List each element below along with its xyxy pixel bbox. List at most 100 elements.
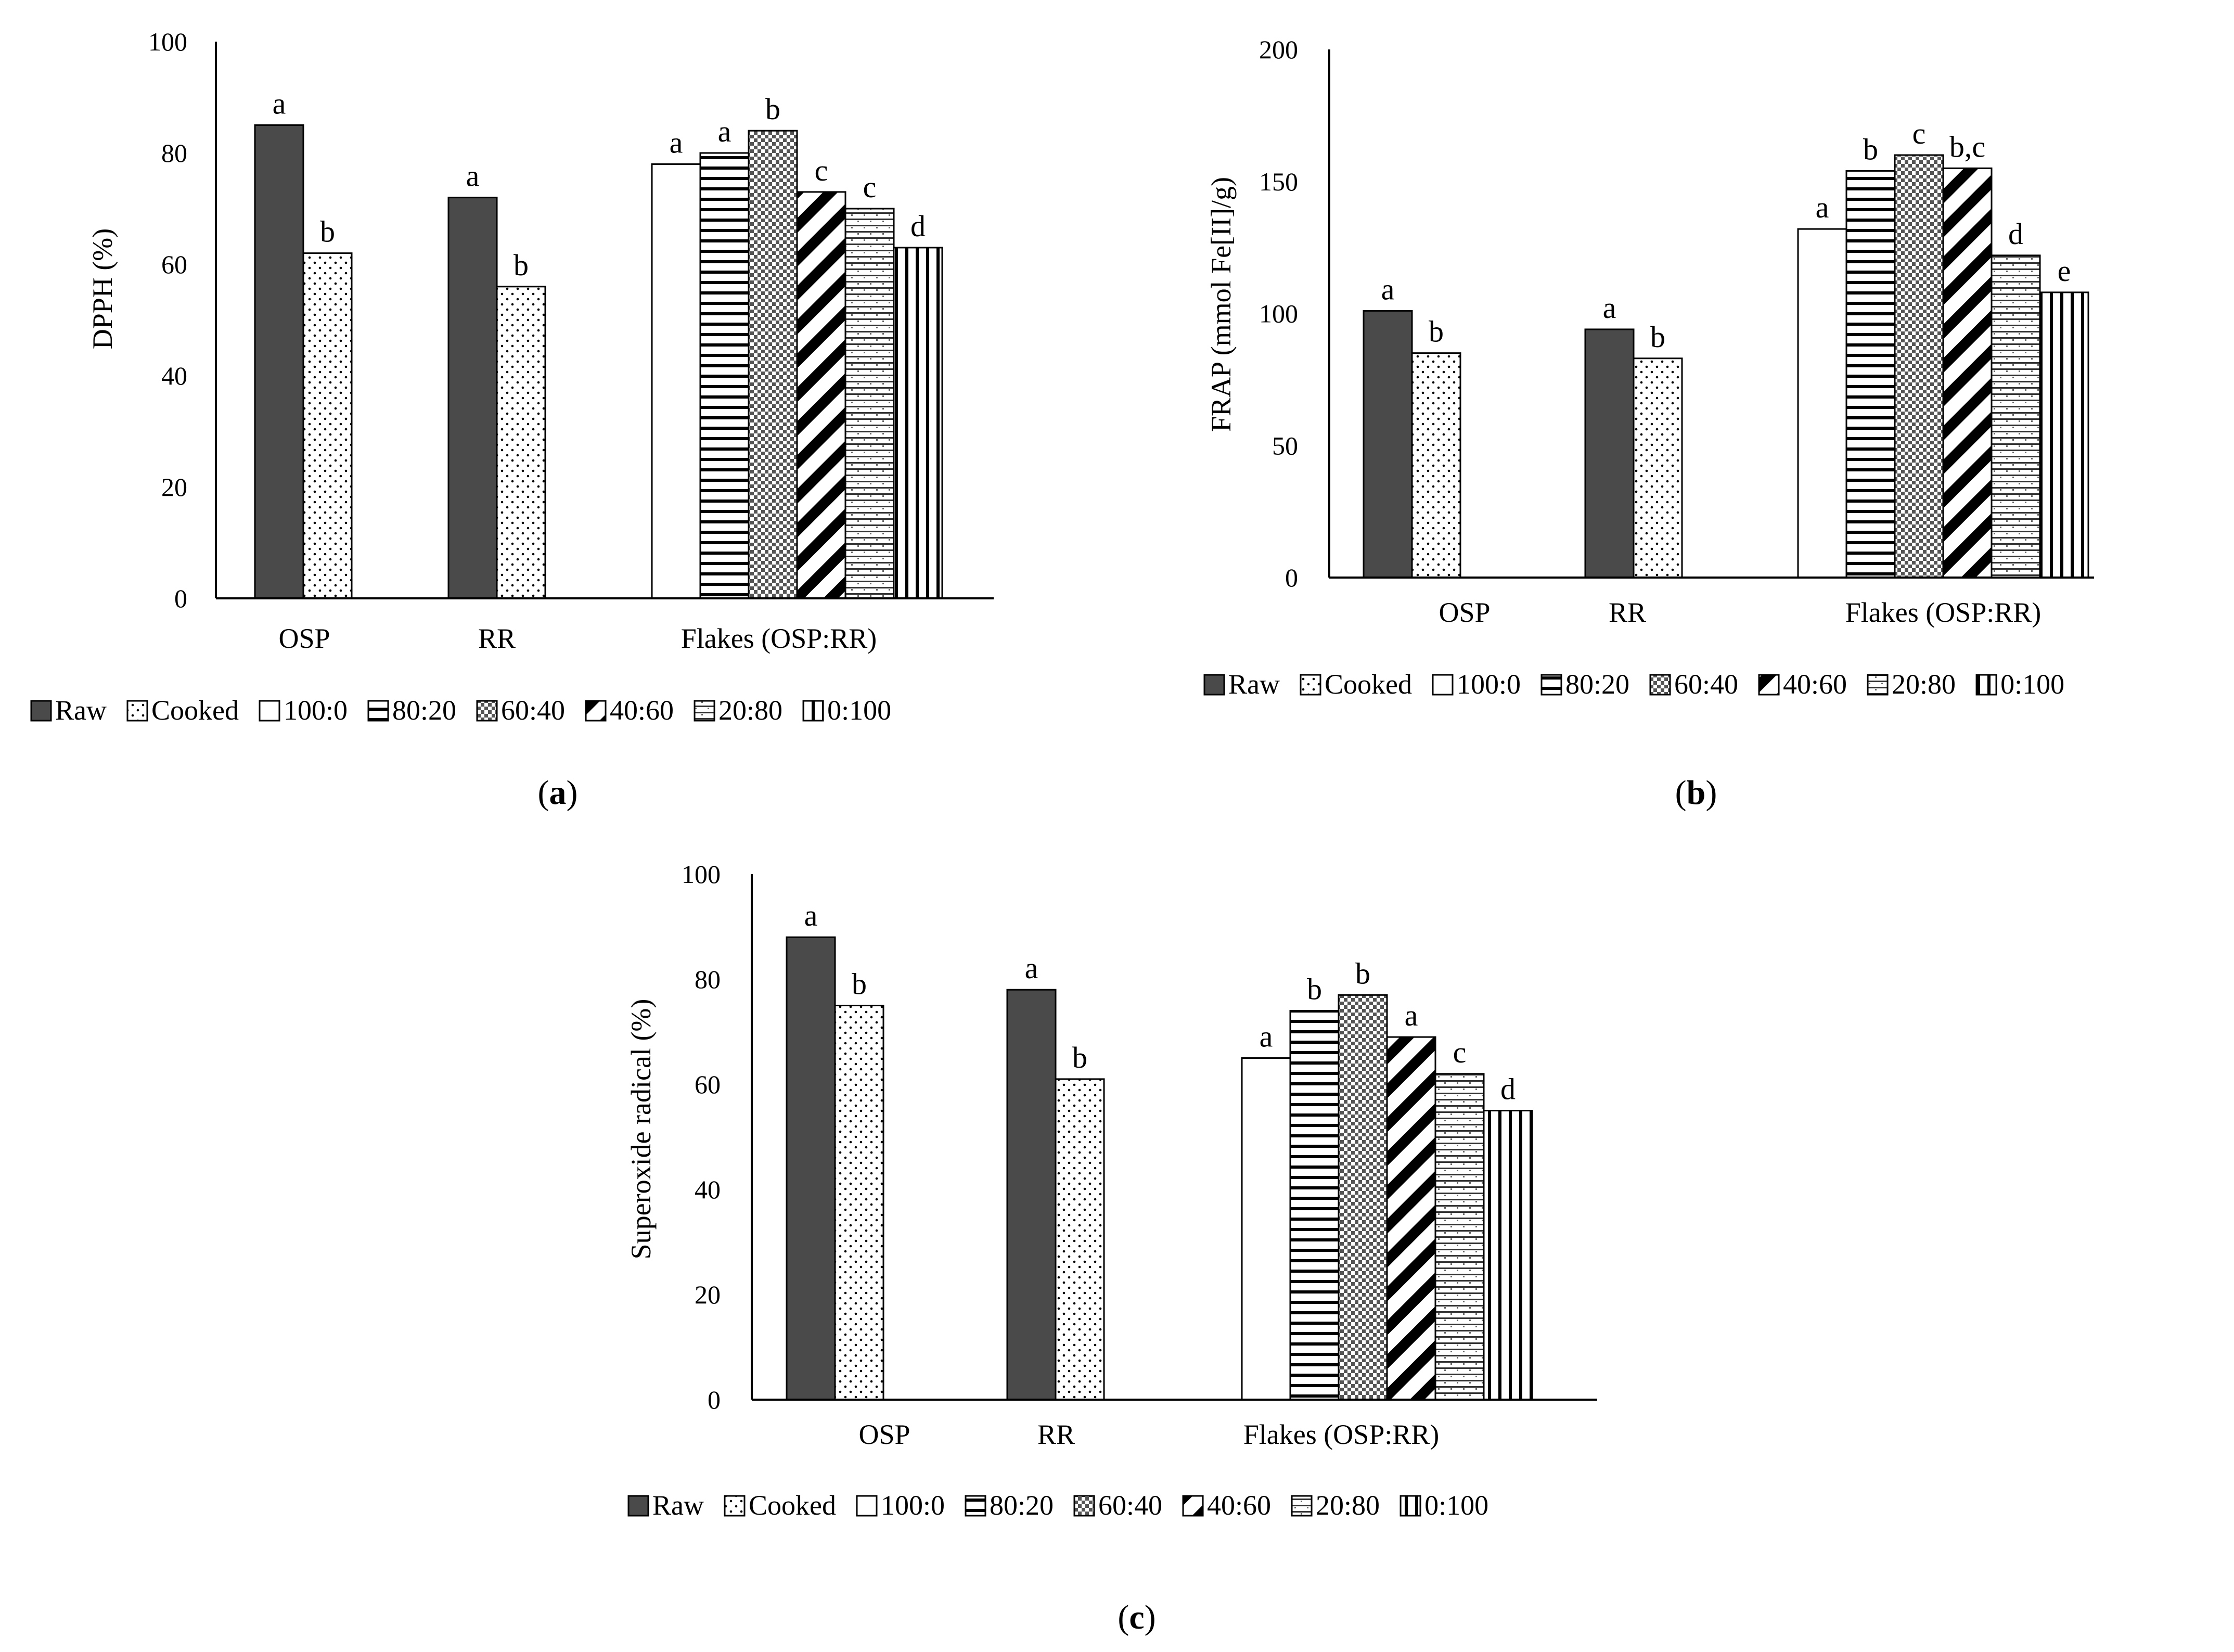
bar-flakes-p80 xyxy=(699,152,750,599)
category-labels: OSP RR Flakes (OSP:RR) xyxy=(858,1419,1439,1450)
legend-item-p100: 100:0 xyxy=(259,695,348,726)
significance-label: b xyxy=(513,248,529,282)
legend-item-raw: Raw xyxy=(1203,669,1280,700)
legend-item-raw: Raw xyxy=(30,695,107,726)
legend-swatch xyxy=(1975,674,1997,696)
legend-swatch xyxy=(30,700,52,722)
bar-osp-raw xyxy=(254,124,304,599)
y-tick-label: 80 xyxy=(161,138,187,168)
legend-swatch xyxy=(1758,674,1780,696)
legend-label: Cooked xyxy=(151,695,239,726)
y-tick-label: 0 xyxy=(1285,563,1298,592)
y-axis-title: FRAP (mmol Fe[II]/g) xyxy=(1205,177,1237,432)
legend-label: 60:40 xyxy=(501,695,565,726)
legend-label: Cooked xyxy=(749,1490,836,1521)
legend-label: 20:80 xyxy=(718,695,782,726)
legend-label: 100:0 xyxy=(881,1490,945,1521)
significance-label: c xyxy=(1912,117,1926,150)
y-tick-label: 50 xyxy=(1272,431,1298,460)
legend-item-p20: 20:80 xyxy=(1291,1490,1380,1521)
legend-item-p100: 100:0 xyxy=(856,1490,945,1521)
bar-osp-cooked xyxy=(1411,352,1461,579)
significance-label: a xyxy=(670,125,683,159)
significance-label: b xyxy=(1355,956,1370,990)
category-label: Flakes (OSP:RR) xyxy=(1845,597,2042,628)
y-tick-label: 20 xyxy=(695,1280,721,1309)
legend-label: 0:100 xyxy=(2000,669,2064,700)
bar-osp-raw xyxy=(1363,310,1413,579)
legend-label: Raw xyxy=(652,1490,704,1521)
y-tick-label: 40 xyxy=(695,1175,721,1204)
legend-swatch xyxy=(1073,1495,1095,1517)
bars xyxy=(254,124,943,599)
y-tick-label: 0 xyxy=(174,584,187,613)
y-tick-label: 150 xyxy=(1259,167,1298,196)
bar-rr-cooked xyxy=(1055,1078,1105,1401)
legend-item-p100: 100:0 xyxy=(1432,669,1521,700)
bar-rr-raw xyxy=(1584,328,1635,579)
category-label: RR xyxy=(1037,1419,1075,1450)
y-tick-label: 200 xyxy=(1259,35,1298,64)
legend-label: 100:0 xyxy=(284,695,348,726)
bar-flakes-p0 xyxy=(893,247,943,599)
legend-swatch xyxy=(585,700,607,722)
legend-item-p80: 80:20 xyxy=(1540,669,1629,700)
significance-label: d xyxy=(2008,217,2023,251)
legend-swatch xyxy=(1182,1495,1204,1517)
legend: Raw Cooked 100:0 80:20 60:40 40:60 20:80 0:100 xyxy=(627,1490,1488,1521)
legend-swatch xyxy=(627,1495,649,1517)
significance-label: b xyxy=(1863,132,1878,166)
legend-swatch xyxy=(1432,674,1454,696)
y-tick-label: 20 xyxy=(161,472,187,502)
y-tick-label: 100 xyxy=(1259,299,1298,328)
category-labels: OSP RR Flakes (OSP:RR) xyxy=(278,623,877,654)
bar-flakes-p40 xyxy=(1386,1036,1436,1401)
legend-label: Cooked xyxy=(1325,669,1412,700)
category-label: Flakes (OSP:RR) xyxy=(1243,1419,1440,1450)
significance-label: b xyxy=(320,215,335,249)
significance-label: e xyxy=(2058,254,2071,288)
legend-swatch xyxy=(1540,674,1562,696)
legend-item-p0: 0:100 xyxy=(1400,1490,1488,1521)
bars xyxy=(786,936,1533,1401)
legend-swatch xyxy=(724,1495,746,1517)
significance-label: d xyxy=(910,209,926,243)
significance-label: a xyxy=(1405,998,1418,1032)
legend-item-raw: Raw xyxy=(627,1490,704,1521)
legend-swatch xyxy=(126,700,148,722)
y-tick-label: 0 xyxy=(708,1385,721,1414)
legend-label: 40:60 xyxy=(1207,1490,1271,1521)
y-tick-labels: 0 50 100 150 200 xyxy=(1259,35,1298,592)
significance-label: a xyxy=(466,159,480,193)
legend-swatch xyxy=(1300,674,1321,696)
legend-label: 40:60 xyxy=(610,695,674,726)
legend-swatch xyxy=(1291,1495,1313,1517)
significance-label: b xyxy=(1307,972,1322,1006)
category-label: OSP xyxy=(278,623,330,654)
legend-label: Raw xyxy=(55,695,107,726)
legend-swatch xyxy=(1867,674,1889,696)
bar-flakes-p80 xyxy=(1845,170,1896,579)
legend-item-p60: 60:40 xyxy=(476,695,565,726)
significance-label: a xyxy=(1260,1020,1273,1054)
legend-swatch xyxy=(694,700,715,722)
significance-label: d xyxy=(1500,1072,1516,1106)
y-axis-title: Superoxide radical (%) xyxy=(625,999,657,1260)
significance-label: b xyxy=(1429,315,1444,349)
legend-label: 100:0 xyxy=(1457,669,1521,700)
legend-label: 40:60 xyxy=(1783,669,1847,700)
y-tick-label: 40 xyxy=(161,361,187,390)
legend-item-p40: 40:60 xyxy=(585,695,674,726)
bar-flakes-p40 xyxy=(796,191,846,599)
significance-label: a xyxy=(804,899,818,932)
bars xyxy=(1363,154,2089,579)
significance-label: b xyxy=(1072,1041,1087,1074)
category-label: OSP xyxy=(858,1419,910,1450)
legend-item-p80: 80:20 xyxy=(367,695,456,726)
category-labels: OSP RR Flakes (OSP:RR) xyxy=(1439,597,2041,628)
significance-label: c xyxy=(863,170,877,204)
legend-item-p0: 0:100 xyxy=(802,695,891,726)
legend-swatch xyxy=(1649,674,1671,696)
